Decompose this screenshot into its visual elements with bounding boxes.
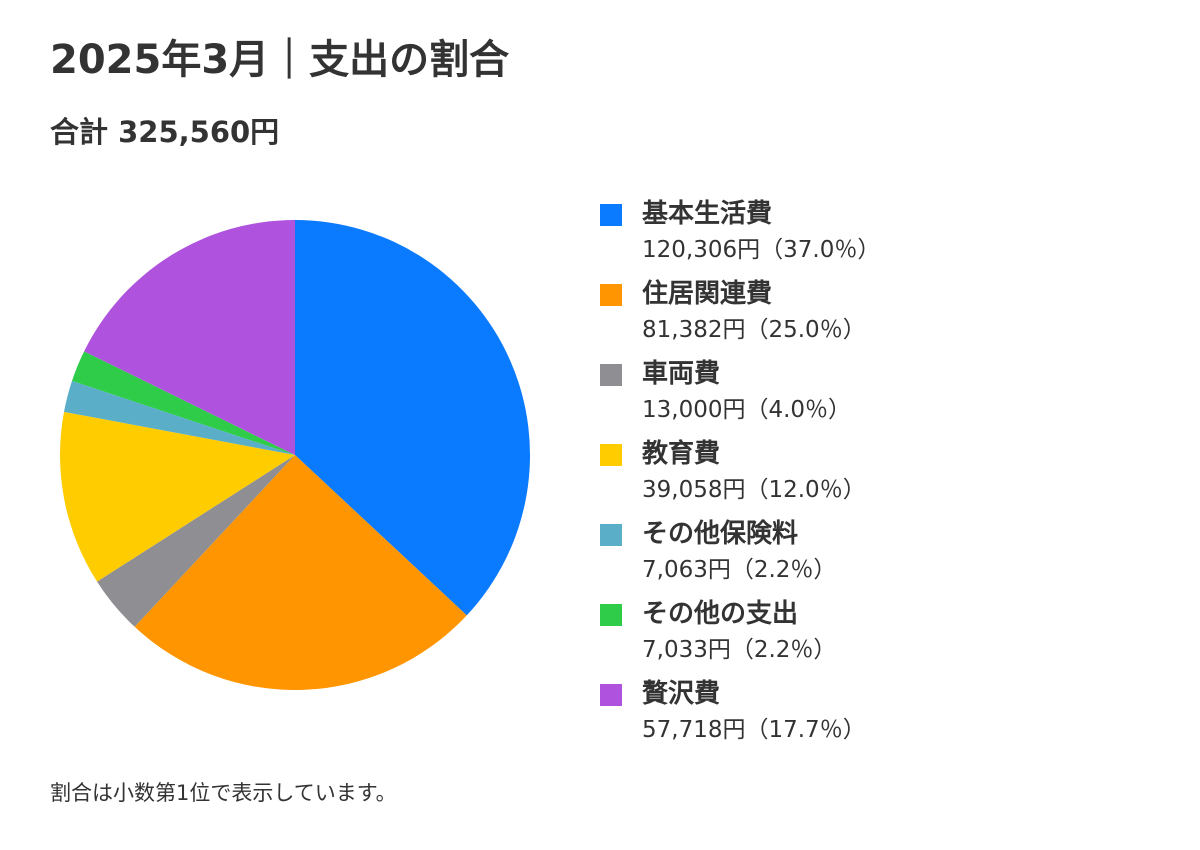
pie-slice-4 <box>64 380 295 455</box>
pie-slice-2 <box>97 455 295 627</box>
legend-label: 教育費 <box>642 439 721 469</box>
pie-slice-3 <box>60 411 295 582</box>
legend-swatch <box>600 204 622 226</box>
legend-value: 81,382円（25.0％） <box>642 317 866 343</box>
legend-swatch <box>600 444 622 466</box>
footnote: 割合は小数第1位で表示しています。 <box>50 781 397 805</box>
legend-label: 車両費 <box>642 359 721 389</box>
pie-slice-5 <box>72 351 295 455</box>
legend-value: 7,033円（2.2％） <box>642 637 837 663</box>
legend-label: 贅沢費 <box>642 679 721 709</box>
pie-chart <box>60 220 531 691</box>
legend-value: 13,000円（4.0％） <box>642 397 852 423</box>
legend-value: 39,058円（12.0％） <box>642 477 866 503</box>
legend-label: 住居関連費 <box>642 279 773 309</box>
legend-label: その他の支出 <box>642 599 799 629</box>
chart-title: 2025年3月｜支出の割合 <box>50 37 510 83</box>
legend-swatch <box>600 364 622 386</box>
legend-value: 7,063円（2.2％） <box>642 557 837 583</box>
legend-swatch <box>600 604 622 626</box>
legend-value: 57,718円（17.7％） <box>642 717 866 743</box>
legend-swatch <box>600 284 622 306</box>
legend-value: 120,306円（37.0％） <box>642 237 881 263</box>
pie-slice-6 <box>84 220 295 455</box>
legend-label: その他保険料 <box>642 519 799 549</box>
pie-slice-1 <box>134 455 467 691</box>
pie-slice-0 <box>295 220 531 616</box>
legend-swatch <box>600 524 622 546</box>
chart-subtitle: 合計 325,560円 <box>50 115 280 149</box>
legend-label: 基本生活費 <box>642 199 773 229</box>
legend-swatch <box>600 684 622 706</box>
